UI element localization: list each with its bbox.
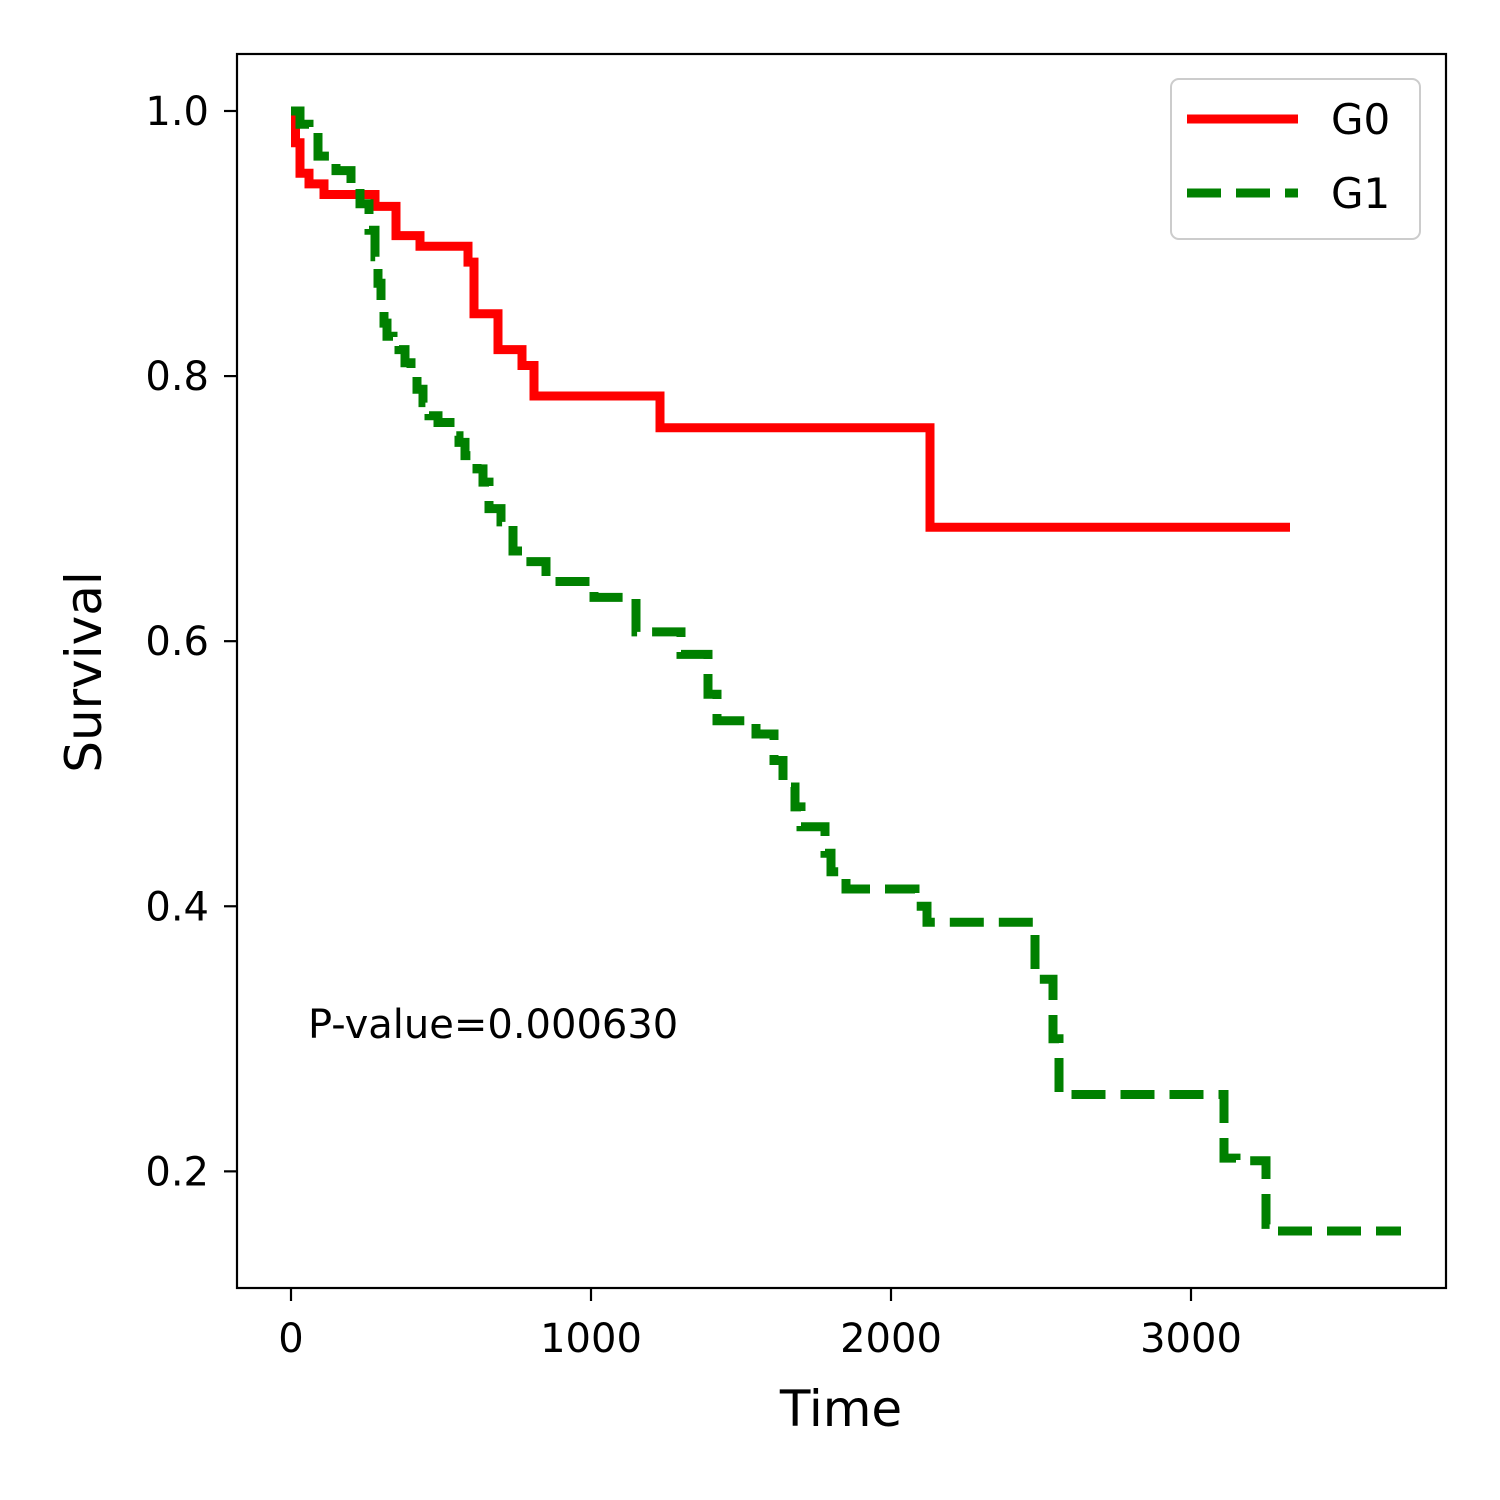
series-line-g1 [291,106,1401,1236]
legend-label-g1: G1 [1331,169,1390,218]
x-tick-label: 0 [278,1316,303,1362]
y-axis-label: Survival [55,571,113,773]
annotation-pvalue: P-value=0.000630 [308,1002,678,1048]
x-tick-label: 1000 [540,1316,642,1362]
plot-frame [235,52,1448,1290]
x-tick-label: 3000 [1140,1316,1242,1362]
x-axis-label: Time [779,1380,902,1438]
y-tick-label: 0.2 [145,1149,209,1195]
y-tick-label: 0.6 [145,619,209,665]
y-tick-label: 0.4 [145,884,209,930]
y-tick-label: 0.8 [145,354,209,400]
x-tick-label: 2000 [840,1316,942,1362]
axis-ticks: 0 1000 2000 3000 0.2 0.4 0.6 0.8 1.0 [145,89,1242,1362]
legend: G0 G1 [1170,78,1421,240]
y-tick-label: 1.0 [145,89,209,135]
legend-label-g0: G0 [1331,95,1390,144]
series-line-g0 [291,106,1290,532]
series-lines [291,106,1401,1236]
